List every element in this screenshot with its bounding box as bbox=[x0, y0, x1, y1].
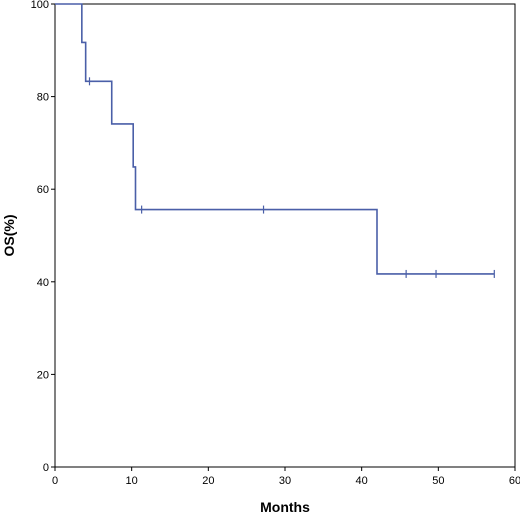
series-layer bbox=[55, 3, 495, 278]
y-tick-label: 20 bbox=[37, 369, 49, 381]
x-axis: 0 10 20 30 40 50 60 bbox=[52, 467, 520, 487]
y-tick-label: 80 bbox=[37, 92, 49, 104]
x-tick-label: 10 bbox=[126, 475, 138, 487]
y-tick-label: 0 bbox=[43, 462, 49, 474]
x-tick-label: 0 bbox=[52, 475, 58, 487]
y-tick-label: 100 bbox=[31, 0, 49, 11]
x-tick-label: 30 bbox=[279, 475, 291, 487]
y-axis-title: OS(%) bbox=[1, 215, 17, 257]
y-axis: 0 20 40 60 80 100 bbox=[31, 0, 55, 474]
survival-curve-0 bbox=[55, 3, 495, 275]
x-tick-label: 20 bbox=[202, 475, 214, 487]
plot-area bbox=[54, 3, 516, 468]
y-tick-label: 40 bbox=[37, 277, 49, 289]
x-tick-label: 40 bbox=[356, 475, 368, 487]
y-tick-label: 60 bbox=[37, 184, 49, 196]
x-tick-label: 50 bbox=[432, 475, 444, 487]
x-tick-label: 60 bbox=[509, 475, 520, 487]
x-axis-title: Months bbox=[260, 499, 310, 515]
